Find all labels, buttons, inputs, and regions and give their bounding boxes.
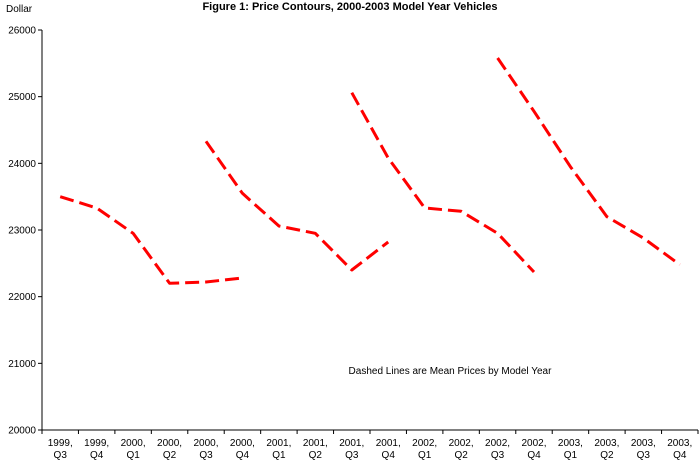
x-tick-label: 2002, Q1 xyxy=(412,438,437,461)
x-tick-label: 2001, Q4 xyxy=(376,438,401,461)
x-tick-label: 2000, Q2 xyxy=(157,438,182,461)
x-tick-label: 2000, Q4 xyxy=(230,438,255,461)
x-tick-label: 2003, Q2 xyxy=(594,438,619,461)
axes: 20000 21000 22000 23000 24000 25000 26000 1999,… xyxy=(8,26,699,461)
x-tick-label: 2003, Q1 xyxy=(558,438,583,461)
series-line-4 xyxy=(496,57,681,266)
x-tick-label: 2001, Q2 xyxy=(303,438,328,461)
series-line-1 xyxy=(59,195,243,285)
chart-title: Figure 1: Price Contours, 2000-2003 Mode… xyxy=(202,1,498,13)
y-tick-label: 24000 xyxy=(8,159,36,170)
x-tick-label: 2001, Q1 xyxy=(266,438,291,461)
x-tick-label: 2002, Q4 xyxy=(521,438,546,461)
y-tick-label: 25000 xyxy=(8,92,36,103)
x-tick-label: 1999, Q3 xyxy=(48,438,73,461)
x-tick-label: 2003, Q4 xyxy=(667,438,692,461)
y-tick-label: 26000 xyxy=(8,26,36,37)
x-tick-label: 2000, Q1 xyxy=(121,438,146,461)
x-tick-label: 1999, Q4 xyxy=(84,438,109,461)
chart-annotation: Dashed Lines are Mean Prices by Model Ye… xyxy=(349,366,553,377)
series-line-2 xyxy=(204,140,390,272)
y-tick-label: 20000 xyxy=(8,426,36,437)
x-tick-label: 2003, Q3 xyxy=(631,438,656,461)
y-axis-label: Dollar xyxy=(6,4,33,15)
x-tick-label: 2002, Q2 xyxy=(449,438,474,461)
series-layer xyxy=(59,57,681,285)
series-line-3 xyxy=(350,91,536,274)
x-tick-label: 2000, Q3 xyxy=(193,438,218,461)
y-tick-label: 23000 xyxy=(8,226,36,237)
x-tick-label: 2001, Q3 xyxy=(339,438,364,461)
y-tick-label: 21000 xyxy=(8,359,36,370)
x-tick-label: 2002, Q3 xyxy=(485,438,510,461)
y-tick-label: 22000 xyxy=(8,292,36,303)
